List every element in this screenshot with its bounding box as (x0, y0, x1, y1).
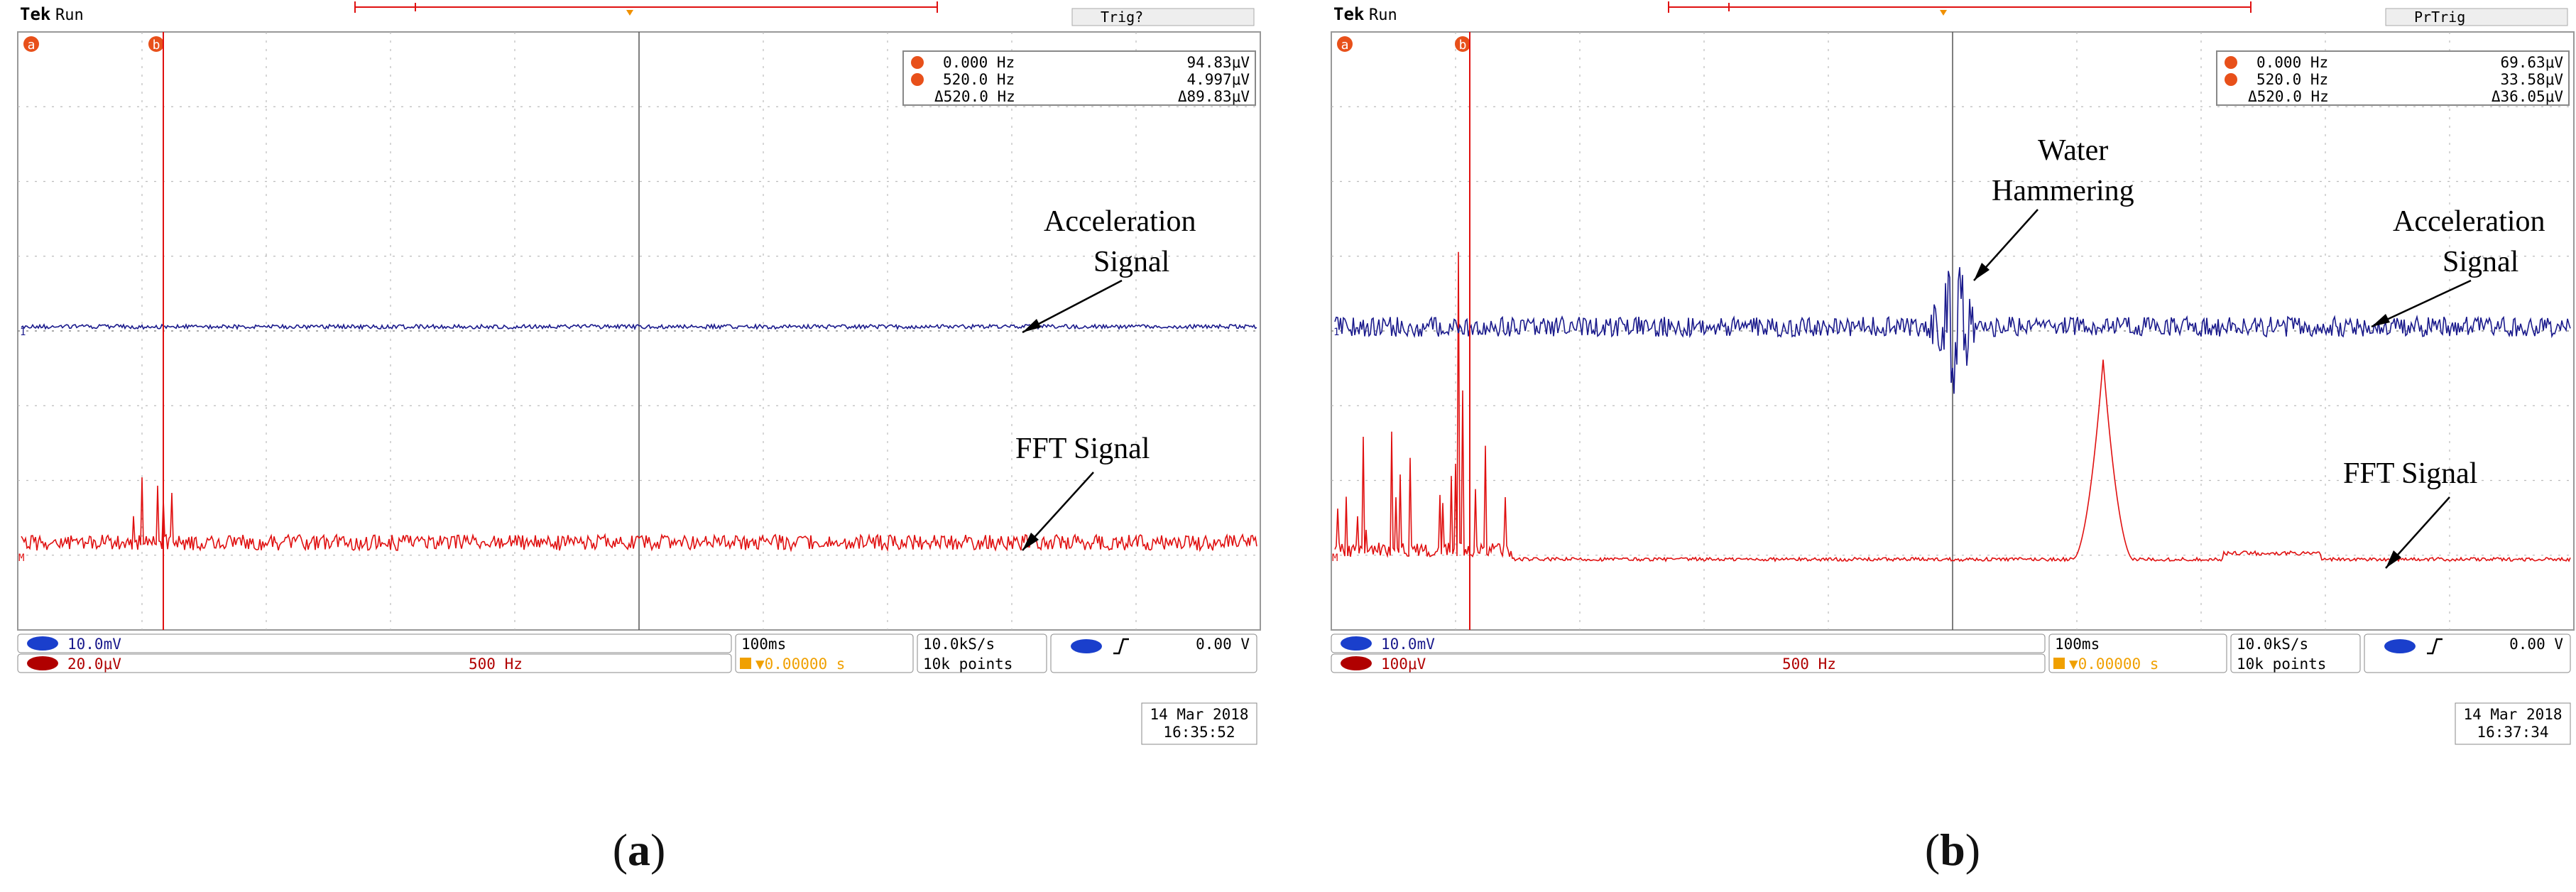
ch1-badge (1341, 636, 1372, 651)
cursor-a-freq: 0.000 Hz (2256, 54, 2328, 71)
annotation-hammering: Hammering (1992, 175, 2134, 207)
trigger-level: 0.00 V (1196, 636, 1250, 653)
annotation-water: Water (2038, 134, 2108, 167)
annotation-signal: Signal (2443, 246, 2518, 278)
cursor-b-marker (148, 36, 164, 52)
cursor-delta-value: Δ89.83μV (1178, 88, 1250, 105)
run-status: Run (55, 6, 84, 24)
record-length: 10k points (2237, 656, 2326, 673)
acceleration-trace (1334, 267, 2571, 394)
brand-label: Tek (20, 4, 51, 24)
fft-trace (1334, 251, 2571, 562)
time-div: 100ms (741, 636, 786, 653)
fft-trace (21, 477, 1257, 553)
trigger-position-marker (626, 10, 633, 16)
ch1-ground-marker: 1 (1333, 327, 1339, 338)
cursor-delta-freq: Δ520.0 Hz (934, 88, 1015, 105)
math-scale: 20.0μV (67, 656, 121, 673)
math-ground-marker: M (18, 553, 24, 564)
trigger-status: Trig? (1101, 9, 1143, 26)
annotation-fft: FFT Signal (2343, 457, 2477, 490)
trigger-status: PrTrig (2414, 9, 2465, 26)
acceleration-trace (21, 322, 1257, 331)
math-badge (1341, 656, 1372, 670)
math-badge (27, 656, 58, 670)
cursor-a-value: 94.83μV (1186, 54, 1250, 71)
annotation-acceleration: Acceleration (2393, 205, 2545, 238)
scope-screen-b: Tek Run PrTrig a b 1 M 0.000 Hz 69.63μV … (1331, 1, 2575, 745)
cursor-a-letter: a (1341, 38, 1349, 53)
math-freq-div: 500 Hz (1782, 656, 1836, 673)
time-stamp: 16:35:52 (1163, 724, 1235, 741)
ch1-badge (27, 636, 58, 651)
scope-panel-b: Tek Run PrTrig a b 1 M 0.000 Hz 69.63μV … (1328, 0, 2576, 753)
time-stamp: 16:37:34 (2477, 724, 2548, 741)
math-scale: 100μV (1381, 656, 1426, 673)
cursor-b-value: 4.997μV (1186, 71, 1250, 88)
annotation-acceleration: Acceleration (1044, 205, 1196, 238)
cursor-delta-value: Δ36.05μV (2492, 88, 2564, 105)
time-div: 100ms (2055, 636, 2100, 653)
math-freq-div: 500 Hz (469, 656, 523, 673)
subfigure-label-b: (b) (1924, 825, 1981, 875)
cursor-b-value: 33.58μV (2500, 71, 2563, 88)
cursor-a-marker (23, 36, 39, 52)
sample-rate: 10.0kS/s (2237, 636, 2308, 653)
ch1-ground-marker: 1 (20, 327, 26, 338)
brand-label: Tek (1333, 4, 1365, 24)
ch1-scale: 10.0mV (1381, 636, 1435, 653)
trigger-pos: ▼0.00000 s (2069, 656, 2159, 673)
scope-panel-a: Tek Run Trig? a b 1 M 0.000 Hz 94.83μV 5… (14, 0, 1264, 753)
trigger-position-marker (1940, 10, 1947, 16)
scope-screen-a: Tek Run Trig? a b 1 M 0.000 Hz 94.83μV 5… (17, 1, 1261, 745)
date-stamp: 14 Mar 2018 (2463, 706, 2562, 723)
subfigure-label-a: (a) (612, 825, 666, 875)
math-ground-marker: M (1332, 553, 1338, 564)
cursor-a-marker (1337, 36, 1353, 52)
trigger-slope-icon (2427, 638, 2443, 655)
trigger-pos: ▼0.00000 s (755, 656, 845, 673)
cursor-a-value: 69.63μV (2500, 54, 2563, 71)
cursor-delta-freq: Δ520.0 Hz (2248, 88, 2329, 105)
cursor-a-letter: a (28, 38, 36, 53)
sample-rate: 10.0kS/s (923, 636, 995, 653)
graticule-grid (18, 32, 1260, 630)
annotation-fft: FFT Signal (1015, 433, 1150, 465)
cursor-b-letter: b (1459, 38, 1467, 53)
record-length: 10k points (923, 656, 1013, 673)
cursor-b-freq: 520.0 Hz (2256, 71, 2328, 88)
cursor-b-marker (1455, 36, 1470, 52)
run-status: Run (1369, 6, 1397, 24)
date-stamp: 14 Mar 2018 (1150, 706, 1248, 723)
trigger-level: 0.00 V (2509, 636, 2563, 653)
cursor-b-letter: b (153, 38, 160, 53)
cursor-b-freq: 520.0 Hz (943, 71, 1015, 88)
ch1-scale: 10.0mV (67, 636, 121, 653)
cursor-readout-box (2216, 50, 2570, 106)
annotation-signal: Signal (1093, 246, 1169, 278)
cursor-readout-box (902, 50, 1256, 106)
cursor-a-freq: 0.000 Hz (943, 54, 1015, 71)
trigger-slope-icon (1113, 638, 1129, 655)
